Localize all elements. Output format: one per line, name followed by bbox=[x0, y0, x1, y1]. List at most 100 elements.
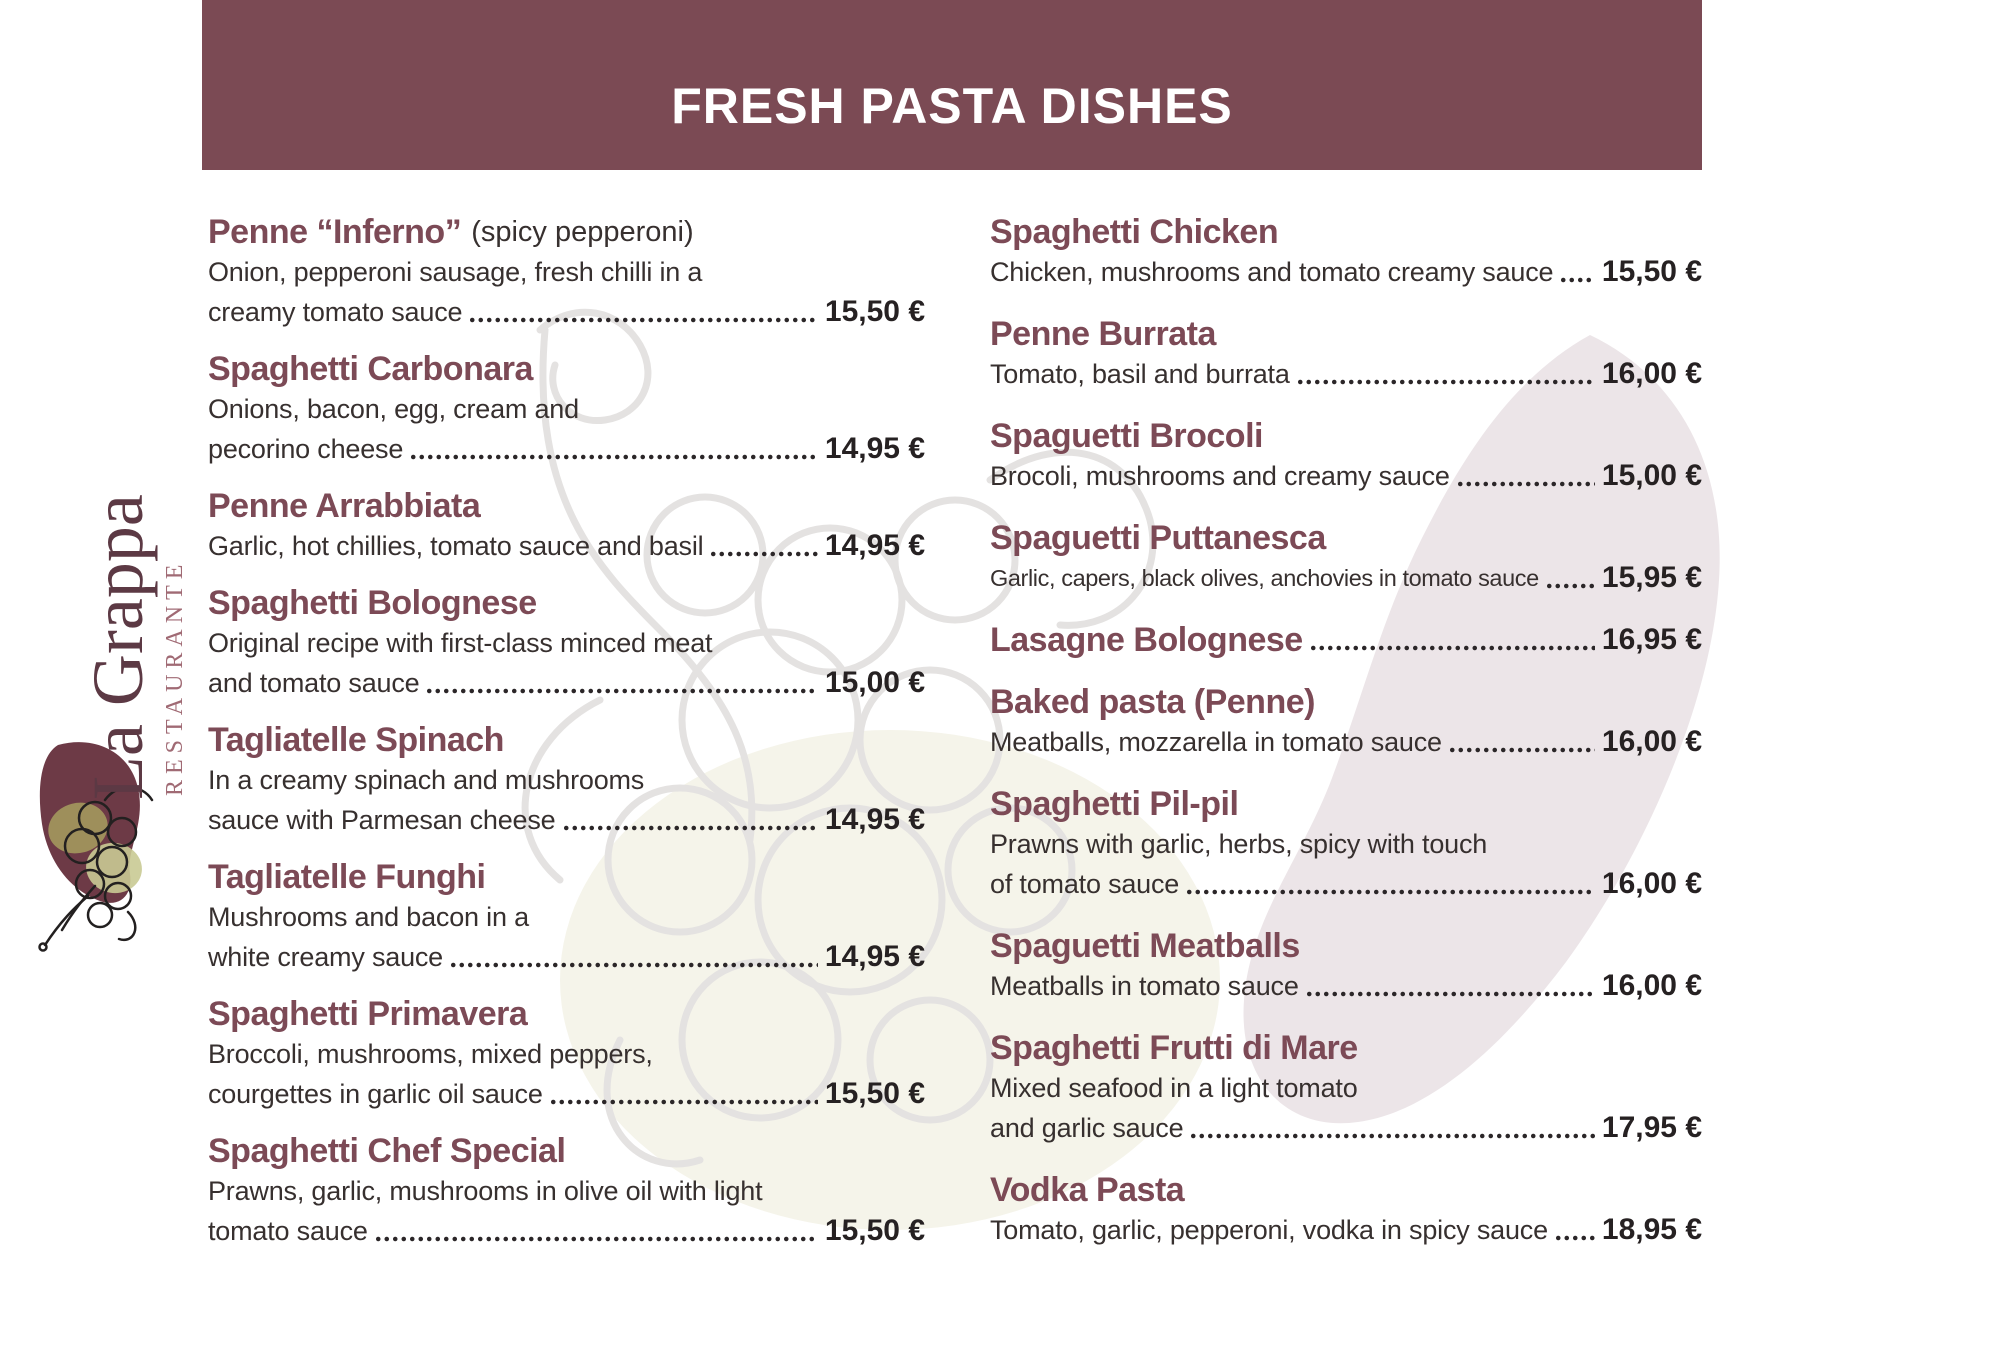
dish-description-line: Meatballs, mozzarella in tomato sauce bbox=[990, 727, 1442, 757]
dish-description-line: Mushrooms and bacon in a bbox=[208, 902, 529, 932]
olive-light bbox=[86, 842, 142, 894]
dish-price-row: of tomato sauce 16,00 € bbox=[990, 864, 1702, 904]
dish-name: Vodka Pasta bbox=[990, 1171, 1185, 1209]
brand-logo: La Grappa RESTAURANTE bbox=[78, 494, 188, 800]
dots-leader bbox=[1304, 990, 1595, 998]
dish-description-line: Chicken, mushrooms and tomato creamy sau… bbox=[990, 257, 1554, 287]
dish-description-line: Prawns with garlic, herbs, spicy with to… bbox=[990, 829, 1488, 859]
dish-price-row: sauce with Parmesan cheese 14,95 € bbox=[208, 800, 925, 840]
dish-price-row: Tomato, garlic, pepperoni, vodka in spic… bbox=[990, 1210, 1702, 1250]
dish-price: 14,95 € bbox=[824, 432, 925, 465]
dots-leader bbox=[1447, 746, 1595, 754]
dish-name: Spaghetti Chicken bbox=[990, 213, 1279, 251]
dish-name: Tagliatelle Funghi bbox=[208, 858, 486, 896]
dish-name: Spaghetti Frutti di Mare bbox=[990, 1029, 1358, 1067]
dish-title-row: Spaguetti Meatballs bbox=[990, 926, 1702, 966]
dish-price-row: Meatballs, mozzarella in tomato sauce 16,… bbox=[990, 722, 1702, 762]
dish-description-line: Garlic, hot chillies, tomato sauce and b… bbox=[208, 531, 704, 561]
dish-description-line: Onion, pepperoni sausage, fresh chilli i… bbox=[208, 257, 703, 287]
olive-dark bbox=[48, 802, 108, 854]
dish-name: Spaghetti Chef Special bbox=[208, 1132, 566, 1170]
dish-description-line: Tomato, basil and burrata bbox=[990, 359, 1290, 389]
dish-description-line: creamy tomato sauce bbox=[208, 297, 463, 327]
menu-item: Spaghetti Pil-pil Prawns with garlic, her… bbox=[990, 784, 1702, 904]
dish-price: 15,00 € bbox=[1601, 459, 1702, 492]
dish-price: 15,95 € bbox=[1601, 561, 1702, 594]
dish-description-line: Prawns, garlic, mushrooms in olive oil w… bbox=[208, 1176, 763, 1206]
menu-item: Spaghetti Frutti di Mare Mixed seafood in… bbox=[990, 1028, 1702, 1148]
dish-title-row: Spaguetti Brocoli bbox=[990, 416, 1702, 456]
dish-price: 15,50 € bbox=[1601, 255, 1702, 288]
dish-name: Spaghetti Primavera bbox=[208, 995, 528, 1033]
dish-title-row: Tagliatelle Funghi bbox=[208, 857, 925, 897]
dish-price-row: tomato sauce 15,50 € bbox=[208, 1211, 925, 1251]
dish-price: 16,00 € bbox=[1601, 867, 1702, 900]
dish-description-line: Broccoli, mushrooms, mixed peppers, bbox=[208, 1039, 653, 1069]
dots-leader bbox=[1544, 582, 1595, 590]
dish-price: 18,95 € bbox=[1601, 1213, 1702, 1246]
dish-description-line: Meatballs in tomato sauce bbox=[990, 971, 1299, 1001]
dots-leader bbox=[449, 961, 818, 969]
menu-column-right: Spaghetti Chicken Chicken, mushrooms and … bbox=[990, 212, 1702, 1272]
dish-price: 15,50 € bbox=[824, 1077, 925, 1110]
menu-item: Spaguetti Meatballs Meatballs in tomato s… bbox=[990, 926, 1702, 1006]
dish-price: 14,95 € bbox=[824, 529, 925, 562]
dots-leader bbox=[1308, 644, 1595, 652]
dish-price-row: Garlic, hot chillies, tomato sauce and b… bbox=[208, 526, 925, 566]
dots-leader bbox=[1455, 480, 1595, 488]
dish-name: Spaghetti Bolognese bbox=[208, 584, 537, 622]
dish-suffix: (spicy pepperoni) bbox=[471, 216, 694, 248]
dish-price-row: pecorino cheese 14,95 € bbox=[208, 429, 925, 469]
dish-title-row: Penne Arrabbiata bbox=[208, 486, 925, 526]
page-title: FRESH PASTA DISHES bbox=[671, 78, 1233, 134]
dish-price-row: creamy tomato sauce 15,50 € bbox=[208, 292, 925, 332]
dish-title-row: Vodka Pasta bbox=[990, 1170, 1702, 1210]
dish-title-row: Spaguetti Puttanesca bbox=[990, 518, 1702, 558]
menu-item: Lasagne Bolognese 16,95 € bbox=[990, 620, 1702, 660]
dots-leader bbox=[1295, 378, 1595, 386]
dish-description-line: pecorino cheese bbox=[208, 434, 404, 464]
dish-name: Lasagne Bolognese bbox=[990, 621, 1303, 659]
dish-name: Spaguetti Meatballs bbox=[990, 927, 1300, 965]
dish-title-row: Penne Burrata bbox=[990, 314, 1702, 354]
dish-price: 16,00 € bbox=[1601, 969, 1702, 1002]
dish-name: Penne “Inferno” bbox=[208, 213, 462, 251]
dots-leader bbox=[1559, 276, 1595, 284]
dots-leader bbox=[1553, 1234, 1595, 1242]
dish-name: Penne Arrabbiata bbox=[208, 487, 481, 525]
menu-item: Spaghetti Carbonara Onions, bacon, egg, c… bbox=[208, 349, 925, 469]
dish-title-row: Spaghetti Primavera bbox=[208, 994, 925, 1034]
grapes-line-icon bbox=[38, 786, 154, 952]
menu-item: Spaghetti Bolognese Original recipe with … bbox=[208, 583, 925, 703]
dish-title-row: Spaghetti Chicken bbox=[990, 212, 1702, 252]
dots-leader bbox=[548, 1098, 818, 1106]
mauve-blob bbox=[1243, 335, 1720, 1124]
dish-title-row: Spaghetti Carbonara bbox=[208, 349, 925, 389]
dish-price-row: and tomato sauce 15,00 € bbox=[208, 663, 925, 703]
brand-name: La Grappa bbox=[78, 494, 158, 800]
dish-title-row: Baked pasta (Penne) bbox=[990, 682, 1702, 722]
dish-name: Penne Burrata bbox=[990, 315, 1216, 353]
dish-price-row: white creamy sauce 14,95 € bbox=[208, 937, 925, 977]
dish-description-line: sauce with Parmesan cheese bbox=[208, 805, 556, 835]
dish-price: 16,00 € bbox=[1601, 725, 1702, 758]
dish-price-row: Tomato, basil and burrata 16,00 € bbox=[990, 354, 1702, 394]
brand-emblem bbox=[38, 742, 154, 952]
dish-price-row: Garlic, capers, black olives, anchovies … bbox=[990, 558, 1702, 598]
dish-description-line: Onions, bacon, egg, cream and bbox=[208, 394, 579, 424]
menu-item: Spaguetti Brocoli Brocoli, mushrooms and … bbox=[990, 416, 1702, 496]
dish-title-row: Spaghetti Chef Special bbox=[208, 1131, 925, 1171]
dish-name: Spaghetti Pil-pil bbox=[990, 785, 1239, 823]
dots-leader bbox=[1189, 1132, 1595, 1140]
dish-price-row: courgettes in garlic oil sauce 15,50 € bbox=[208, 1074, 925, 1114]
dish-price: 15,50 € bbox=[824, 295, 925, 328]
dish-price-row: Meatballs in tomato sauce 16,00 € bbox=[990, 966, 1702, 1006]
dots-leader bbox=[561, 824, 818, 832]
menu-header-band: FRESH PASTA DISHES bbox=[202, 0, 1702, 170]
menu-item: Spaghetti Chef Special Prawns, garlic, mu… bbox=[208, 1131, 925, 1251]
dish-description-line: and tomato sauce bbox=[208, 668, 420, 698]
dish-description-line: courgettes in garlic oil sauce bbox=[208, 1079, 543, 1109]
dots-leader bbox=[373, 1235, 818, 1243]
menu-item: Tagliatelle Spinach In a creamy spinach a… bbox=[208, 720, 925, 840]
